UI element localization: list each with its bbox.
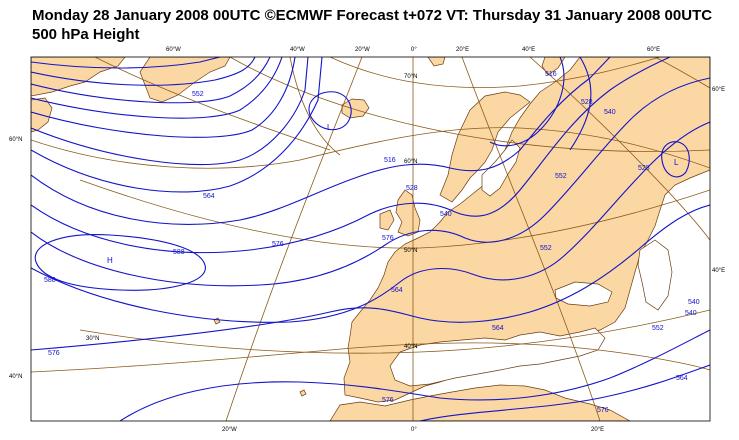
contour-label: 552 (555, 173, 567, 180)
lon-label-top: 60°W (166, 47, 181, 53)
lat-label-left: 40°N (9, 374, 22, 380)
contour-label: 540 (688, 299, 700, 306)
contour-label: 576 (597, 407, 609, 414)
contour-label: 552 (652, 325, 664, 332)
contour-line (489, 57, 565, 147)
iceland-land (341, 98, 370, 119)
meridian-60w (94, 57, 331, 151)
contour-line (31, 204, 710, 351)
contour-line (31, 57, 271, 104)
height-contours (31, 57, 710, 421)
contour-line (31, 57, 221, 69)
contour-label: 552 (192, 91, 204, 98)
lon-label-top: 40°E (522, 47, 535, 53)
lon-label-top: 60°E (647, 47, 660, 53)
baltic-sea (481, 139, 521, 197)
parallel-40n (31, 342, 710, 373)
lat-label-70n: 70°N (404, 74, 417, 80)
contour-label: 588 (173, 249, 185, 256)
contour-label: 540 (604, 109, 616, 116)
contour-label: 564 (676, 375, 688, 382)
lat-label-left: 60°N (9, 137, 22, 143)
contour-label: 564 (203, 193, 215, 200)
great-circle (229, 57, 710, 152)
lon-label-top: 0° (411, 47, 417, 53)
lat-label-60n: 60°N (404, 159, 417, 165)
meridian-60e (654, 57, 710, 89)
contour-line (31, 57, 283, 119)
lon-label-top: 20°E (456, 47, 469, 53)
contour-label: 540 (440, 211, 452, 218)
black-sea (554, 281, 613, 307)
contour-line (31, 121, 710, 323)
canada-north-land (31, 57, 126, 97)
contour-label: 564 (391, 287, 403, 294)
meridian-20e (461, 57, 601, 421)
lat-label-50n: 50°N (404, 248, 417, 254)
contour-label: 516 (384, 157, 396, 164)
contour-line (31, 57, 323, 193)
low-pressure-ring (661, 141, 690, 178)
high-pressure-marker: H (107, 256, 113, 265)
parallel-30n (79, 309, 710, 354)
contour-line (31, 57, 671, 254)
caspian-sea (637, 239, 673, 311)
africa-land (329, 384, 631, 421)
lon-label-bottom: 0° (411, 427, 417, 433)
contour-line (31, 57, 256, 86)
low-pressure-marker: L (327, 123, 332, 132)
contour-label: 552 (540, 245, 552, 252)
map-frame (30, 56, 711, 422)
lon-label-bottom: 20°E (591, 427, 604, 433)
scandinavia-land (439, 91, 531, 203)
lat-label-right: 40°E (712, 268, 725, 274)
contour-label: 540 (685, 310, 697, 317)
lon-label-top: 20°W (355, 47, 370, 53)
contour-line (419, 364, 710, 421)
meridian-20w (225, 57, 363, 421)
low-pressure-ring (308, 91, 352, 131)
contour-label: 588 (44, 277, 56, 284)
novaya-zemlya-land (541, 57, 566, 76)
contour-line (31, 57, 309, 166)
parallel-50n (79, 179, 710, 249)
ireland-land (379, 209, 395, 231)
parallel-60n (31, 127, 710, 169)
greenland-land (139, 57, 231, 103)
lon-label-bottom: 20°W (222, 427, 237, 433)
contour-line (119, 329, 710, 421)
contour-line (569, 57, 592, 151)
graticule (31, 57, 710, 421)
contour-label: 528 (638, 165, 650, 172)
lat-label-30n: 30°N (86, 336, 99, 342)
contour-label: 576 (272, 241, 284, 248)
high-pressure-ring (34, 234, 206, 291)
low-pressure-marker: L (674, 158, 679, 167)
chart-subtitle: 500 hPa Height (32, 26, 140, 43)
contour-label: 576 (382, 235, 394, 242)
spitsbergen-land (427, 57, 446, 67)
lat-label-right: 60°E (712, 87, 725, 93)
lon-label-top: 40°W (290, 47, 305, 53)
chart-title: Monday 28 January 2008 00UTC ©ECMWF Fore… (32, 7, 713, 24)
parallel-70n (329, 57, 661, 88)
meridian-40w (289, 57, 341, 156)
contour-line (31, 57, 296, 138)
contour-label: 528 (406, 185, 418, 192)
contour-label: 576 (48, 350, 60, 357)
contour-label: 528 (581, 99, 593, 106)
contour-label: 516 (545, 71, 557, 78)
canary-islands-land (299, 389, 307, 397)
contour-label: 576 (382, 397, 394, 404)
meridian-40e (529, 57, 710, 241)
lat-label-40n: 40°N (404, 344, 417, 350)
contour-line (31, 77, 710, 287)
contour-label: 564 (492, 325, 504, 332)
